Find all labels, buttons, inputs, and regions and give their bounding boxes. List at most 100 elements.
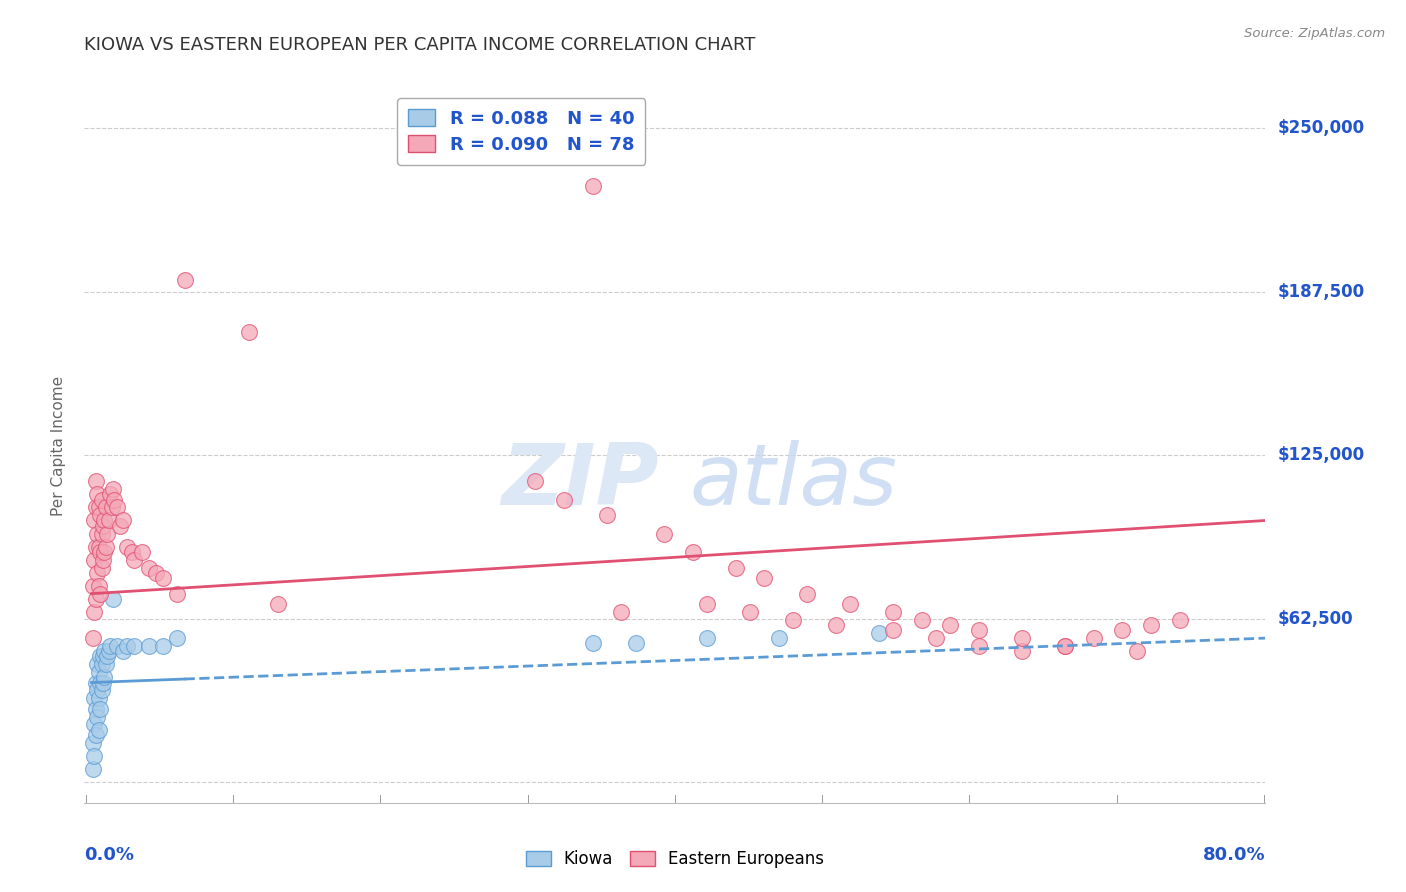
Point <box>90 492 112 507</box>
Point <box>124 639 146 653</box>
Point <box>152 571 174 585</box>
Point <box>610 605 633 619</box>
Text: 0.0%: 0.0% <box>84 846 135 863</box>
Point <box>87 723 110 737</box>
Point <box>90 560 112 574</box>
Point <box>87 579 110 593</box>
Point <box>624 636 647 650</box>
Point <box>138 639 160 653</box>
Y-axis label: Per Capita Income: Per Capita Income <box>51 376 66 516</box>
Text: Source: ZipAtlas.com: Source: ZipAtlas.com <box>1244 27 1385 40</box>
Text: $250,000: $250,000 <box>1277 120 1364 137</box>
Point <box>911 613 934 627</box>
Point <box>103 492 125 507</box>
Point <box>124 552 146 566</box>
Point <box>86 526 108 541</box>
Point <box>967 639 990 653</box>
Point <box>90 683 112 698</box>
Point <box>754 571 776 585</box>
Point <box>1011 644 1033 658</box>
Point <box>652 526 675 541</box>
Text: $187,500: $187,500 <box>1277 283 1364 301</box>
Legend: Kiowa, Eastern Europeans: Kiowa, Eastern Europeans <box>519 844 831 875</box>
Point <box>939 618 962 632</box>
Point <box>696 631 718 645</box>
Point <box>86 487 108 501</box>
Point <box>91 675 114 690</box>
Point <box>882 605 904 619</box>
Point <box>98 639 121 653</box>
Point <box>111 514 134 528</box>
Point <box>1053 639 1076 653</box>
Point <box>105 500 128 515</box>
Point <box>91 518 114 533</box>
Legend: R = 0.088   N = 40, R = 0.090   N = 78: R = 0.088 N = 40, R = 0.090 N = 78 <box>398 98 645 165</box>
Point <box>84 675 107 690</box>
Point <box>87 665 110 679</box>
Point <box>83 605 105 619</box>
Point <box>682 545 704 559</box>
Point <box>1168 613 1191 627</box>
Point <box>86 709 108 723</box>
Point <box>238 326 260 340</box>
Point <box>266 597 288 611</box>
Text: ZIP: ZIP <box>502 440 659 524</box>
Point <box>97 514 120 528</box>
Point <box>89 587 111 601</box>
Point <box>82 736 104 750</box>
Point <box>98 487 121 501</box>
Point <box>86 566 108 580</box>
Point <box>93 670 115 684</box>
Point <box>84 540 107 554</box>
Point <box>1111 624 1133 638</box>
Point <box>90 657 112 672</box>
Point <box>89 702 111 716</box>
Point <box>1125 644 1147 658</box>
Point <box>82 762 104 776</box>
Point <box>724 560 747 574</box>
Point <box>90 526 112 541</box>
Point <box>96 649 118 664</box>
Point <box>131 545 153 559</box>
Point <box>83 552 105 566</box>
Point <box>796 587 818 601</box>
Point <box>91 552 114 566</box>
Point <box>94 540 117 554</box>
Point <box>97 644 120 658</box>
Point <box>82 579 104 593</box>
Point <box>84 591 107 606</box>
Point <box>96 526 118 541</box>
Point <box>101 591 124 606</box>
Point <box>782 613 804 627</box>
Point <box>121 545 143 559</box>
Point <box>87 691 110 706</box>
Point <box>93 644 115 658</box>
Point <box>84 475 107 489</box>
Point <box>1140 618 1163 632</box>
Point <box>738 605 761 619</box>
Point <box>83 717 105 731</box>
Text: KIOWA VS EASTERN EUROPEAN PER CAPITA INCOME CORRELATION CHART: KIOWA VS EASTERN EUROPEAN PER CAPITA INC… <box>84 36 756 54</box>
Point <box>82 631 104 645</box>
Point <box>89 649 111 664</box>
Point <box>83 514 105 528</box>
Point <box>108 518 131 533</box>
Point <box>117 540 139 554</box>
Point <box>94 657 117 672</box>
Point <box>696 597 718 611</box>
Point <box>86 683 108 698</box>
Point <box>145 566 167 580</box>
Text: 80.0%: 80.0% <box>1202 846 1265 863</box>
Point <box>825 618 848 632</box>
Point <box>83 691 105 706</box>
Text: atlas: atlas <box>689 440 897 524</box>
Point <box>84 702 107 716</box>
Point <box>100 500 122 515</box>
Point <box>1083 631 1105 645</box>
Point <box>173 273 195 287</box>
Point <box>89 675 111 690</box>
Point <box>105 639 128 653</box>
Text: $125,000: $125,000 <box>1277 446 1364 464</box>
Point <box>925 631 948 645</box>
Point <box>967 624 990 638</box>
